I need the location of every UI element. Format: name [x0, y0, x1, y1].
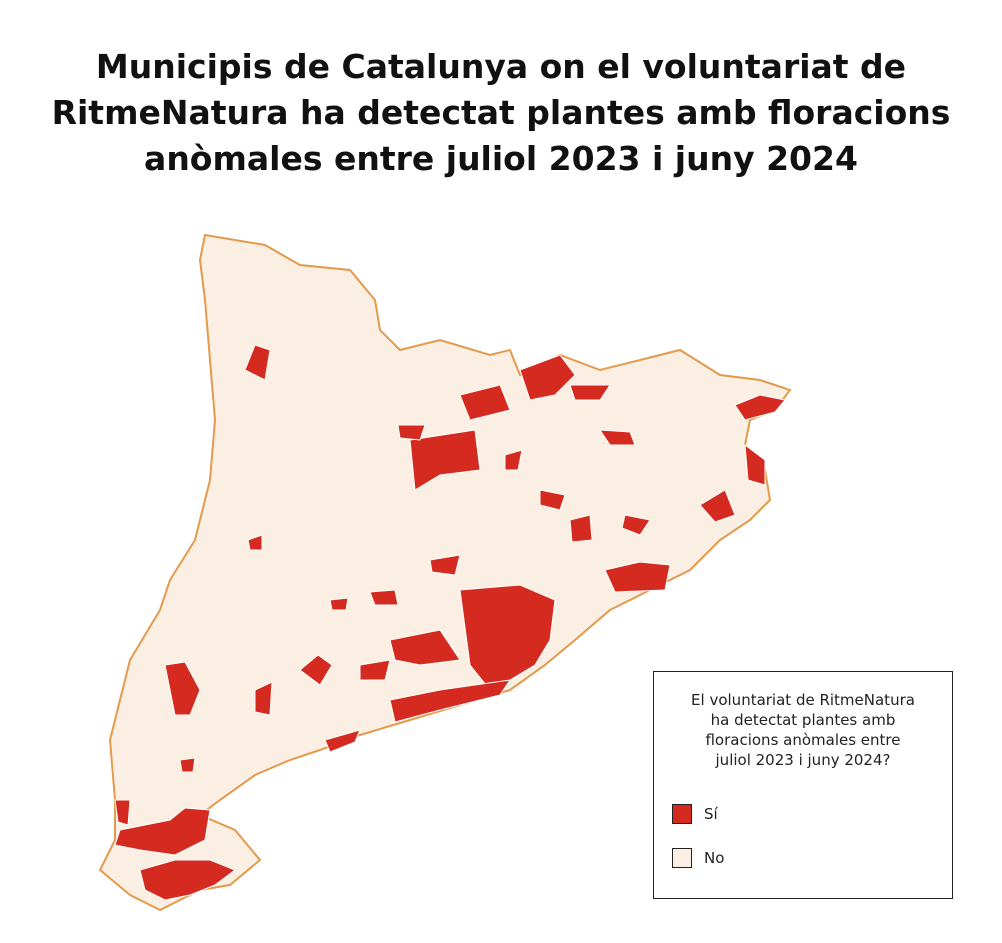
legend: El voluntariat de RitmeNatura ha detectat… [653, 671, 953, 899]
municipality [359, 659, 391, 681]
municipality [734, 394, 786, 421]
municipality [599, 429, 636, 446]
legend-swatch [672, 804, 692, 824]
municipality [409, 429, 481, 491]
municipality [179, 757, 196, 773]
municipality [699, 489, 736, 523]
municipality [139, 859, 237, 901]
municipality [164, 661, 201, 716]
municipality [604, 561, 671, 593]
municipality [429, 554, 461, 576]
municipality [244, 344, 271, 381]
municipality [459, 584, 556, 691]
title-line: RitmeNatura ha detectat plantes amb flor… [51, 93, 951, 132]
municipality [254, 681, 273, 716]
municipality [114, 807, 211, 856]
legend-title-line: juliol 2023 i juny 2024? [715, 751, 891, 769]
legend-title-line: floracions anòmales entre [705, 731, 901, 749]
municipality [744, 443, 766, 486]
legend-item: No [672, 848, 724, 868]
legend-label: No [704, 849, 725, 867]
municipality [504, 449, 523, 471]
municipality [397, 424, 426, 441]
municipality [569, 514, 593, 543]
legend-title-line: ha detectat plantes amb [710, 711, 896, 729]
legend-swatch [672, 848, 692, 868]
municipality [519, 354, 576, 401]
title-line: anòmales entre juliol 2023 i juny 2024 [144, 139, 858, 178]
title-line: Municipis de Catalunya on el voluntariat… [95, 47, 907, 86]
municipality [621, 514, 651, 536]
municipality [459, 384, 511, 421]
legend-item: Sí [672, 804, 718, 824]
municipality [247, 534, 263, 551]
municipality [539, 489, 566, 511]
si-municipalities [114, 344, 786, 901]
municipality [324, 729, 361, 753]
municipality [299, 654, 333, 686]
municipality [114, 799, 131, 826]
legend-label: Sí [704, 805, 718, 823]
municipality [389, 629, 461, 666]
legend-title: El voluntariat de RitmeNatura ha detectat… [654, 690, 952, 770]
legend-title-line: El voluntariat de RitmeNatura [691, 691, 915, 709]
title: Municipis de Catalunya on el voluntariat… [0, 44, 1002, 182]
municipality [389, 679, 512, 723]
municipality [569, 384, 611, 401]
municipality [369, 589, 399, 606]
municipality [329, 597, 349, 611]
